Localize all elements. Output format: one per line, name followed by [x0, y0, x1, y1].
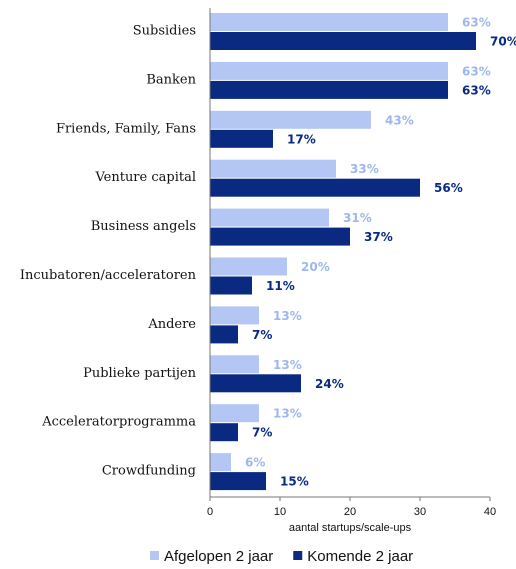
value-label: 13%: [273, 358, 302, 372]
bar: [210, 325, 238, 344]
bar: [210, 374, 301, 393]
bar: [210, 257, 287, 276]
x-tick-label: 10: [274, 506, 286, 518]
value-label: 63%: [462, 16, 491, 30]
legend-label: Afgelopen 2 jaar: [164, 548, 273, 565]
value-label: 15%: [280, 475, 309, 489]
legend-swatch: [293, 551, 303, 560]
bar: [210, 32, 476, 50]
x-tick-label: 20: [344, 506, 356, 518]
x-tick-label: 30: [414, 506, 426, 518]
bar: [210, 159, 336, 178]
category-label: Friends, Family, Fans: [56, 121, 196, 136]
value-label: 70%: [490, 35, 516, 49]
category-label: Crowdfunding: [102, 464, 196, 479]
value-label: 63%: [462, 83, 491, 97]
category-label: Andere: [147, 317, 196, 332]
legend-swatch: [150, 551, 159, 560]
value-label: 63%: [462, 64, 491, 78]
legend-label: Komende 2 jaar: [307, 548, 413, 565]
bar: [210, 61, 448, 80]
bar: [210, 453, 231, 472]
value-label: 17%: [287, 132, 316, 146]
value-label: 31%: [343, 211, 372, 225]
value-label: 24%: [315, 377, 344, 391]
category-label: Business angels: [91, 219, 196, 234]
value-label: 33%: [350, 162, 379, 176]
value-label: 43%: [385, 113, 414, 127]
bar: [210, 472, 266, 491]
value-label: 13%: [273, 309, 302, 323]
value-label: 7%: [252, 328, 272, 342]
category-label: Publieke partijen: [83, 366, 197, 381]
bar: [210, 276, 252, 295]
bar: [210, 110, 371, 129]
value-label: 20%: [301, 260, 330, 274]
bar: [210, 80, 448, 99]
category-label: Banken: [146, 72, 196, 87]
category-label: Subsidies: [133, 24, 196, 39]
bar: [210, 13, 448, 31]
bar: [210, 404, 259, 423]
bar: [210, 129, 273, 148]
value-label: 56%: [434, 181, 463, 195]
value-label: 11%: [266, 279, 295, 293]
category-label: Venture capital: [94, 170, 196, 185]
bar: [210, 423, 238, 442]
bar: [210, 208, 329, 227]
bar: [210, 306, 259, 325]
x-tick-label: 0: [207, 506, 213, 518]
value-label: 7%: [252, 426, 272, 440]
category-label: Acceleratorprogramma: [41, 415, 196, 430]
bar: [210, 355, 259, 374]
value-label: 37%: [364, 230, 393, 244]
x-axis-label: aantal startups/scale-ups: [289, 522, 412, 534]
value-label: 13%: [273, 407, 302, 421]
bar: [210, 178, 420, 197]
category-label: Incubatoren/acceleratoren: [20, 268, 197, 283]
bar: [210, 227, 350, 246]
value-label: 6%: [245, 456, 265, 470]
x-tick-label: 40: [484, 506, 496, 518]
